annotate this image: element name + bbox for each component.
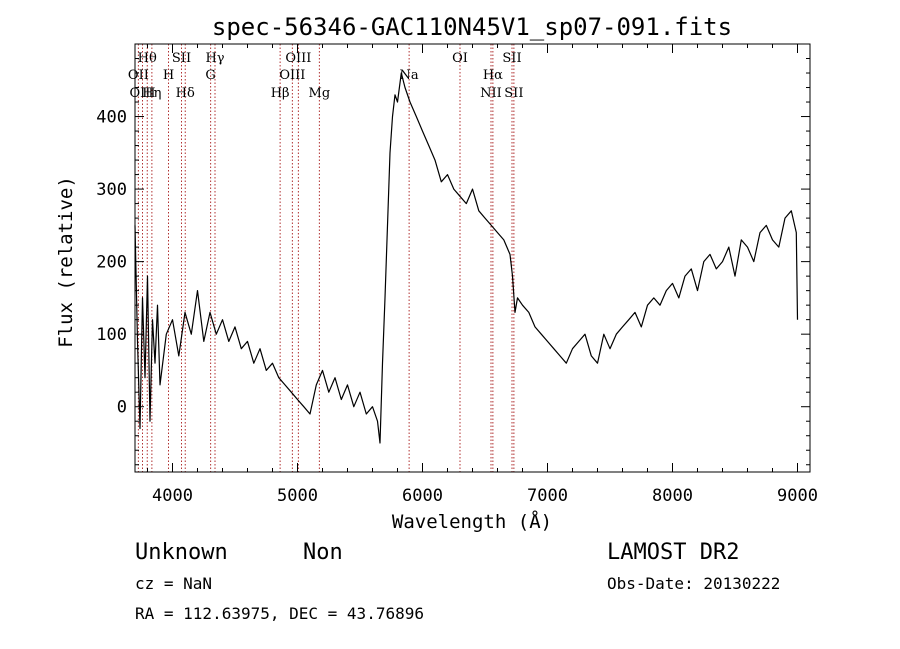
line-annotation: G xyxy=(205,68,215,83)
line-annotation: Hβ xyxy=(271,86,290,101)
line-annotation: SII xyxy=(502,51,521,66)
ra-dec-coords: RA = 112.63975, DEC = 43.76896 xyxy=(135,604,424,623)
x-tick-label: 4000 xyxy=(152,486,193,506)
y-tick-label: 300 xyxy=(96,180,127,200)
obs-date: Obs-Date: 20130222 xyxy=(607,574,780,593)
x-tick-label: 9000 xyxy=(777,486,818,506)
line-annotation: OI xyxy=(452,51,468,66)
spectrum-series xyxy=(134,72,799,444)
line-annotation: Mg xyxy=(309,86,331,101)
plot-frame xyxy=(134,43,811,473)
y-tick-label: 200 xyxy=(96,253,127,273)
x-tick-label: 6000 xyxy=(402,486,443,506)
line-annotation: Hη xyxy=(142,86,161,101)
x-axis: 4000 5000 6000 7000 8000 9000 xyxy=(147,44,818,506)
y-axis-label: Flux (relative) xyxy=(55,176,77,348)
line-annotation: SII xyxy=(504,86,523,101)
line-annotation: OIII xyxy=(129,86,155,101)
line-annotation: Hδ xyxy=(176,86,195,101)
x-tick-label: 5000 xyxy=(277,486,318,506)
y-tick-label: 100 xyxy=(96,325,127,345)
x-tick-label: 8000 xyxy=(652,486,693,506)
line-markers xyxy=(137,44,515,472)
line-annotation: SII xyxy=(172,51,191,66)
y-tick-label: 400 xyxy=(96,108,127,128)
line-annotation: OII xyxy=(128,68,149,83)
class-label: Unknown xyxy=(135,540,228,565)
x-tick-label: 7000 xyxy=(527,486,568,506)
line-annotation: Hα xyxy=(483,68,503,83)
line-annotation: Na xyxy=(400,68,419,83)
line-annotation: Hθ xyxy=(138,51,157,66)
y-axis: 0 100 200 300 400 xyxy=(96,58,810,466)
cz-value: cz = NaN xyxy=(135,574,212,593)
survey-label: LAMOST DR2 xyxy=(607,540,739,565)
y-tick-label: 0 xyxy=(117,398,127,418)
series-line-0 xyxy=(134,72,799,444)
line-annotation: H xyxy=(163,68,174,83)
line-annotation: OIII xyxy=(285,51,311,66)
x-axis-label: Wavelength (Å) xyxy=(392,510,552,533)
line-annotation: Hγ xyxy=(205,51,224,66)
chart-title: spec-56346-GAC110N45V1_sp07-091.fits xyxy=(212,13,732,41)
line-annotation: NII xyxy=(480,86,502,101)
subclass-label: Non xyxy=(303,540,343,565)
line-annotation: OIII xyxy=(279,68,305,83)
